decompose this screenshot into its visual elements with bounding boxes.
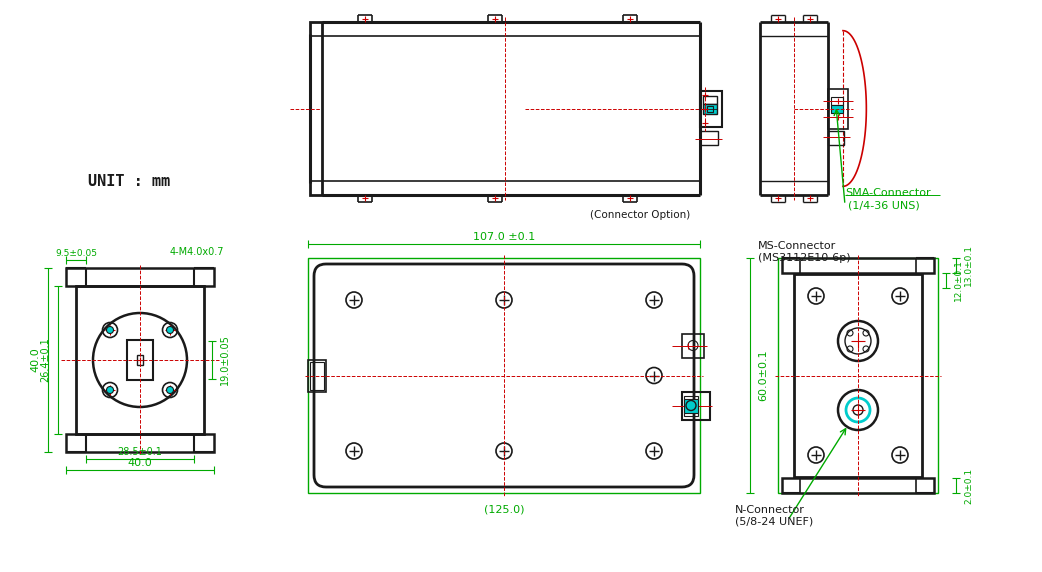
Text: 4-M4.0x0.7: 4-M4.0x0.7 [170,247,224,257]
Bar [308,258,700,493]
Bar [683,333,704,358]
Bar [778,258,938,493]
Bar [708,105,713,112]
Bar [782,478,934,493]
Bar [684,399,698,412]
Bar [311,362,324,390]
Bar [137,355,143,365]
Bar [703,104,717,113]
Bar [127,340,153,380]
Bar [66,434,214,452]
Bar [828,130,844,145]
Text: 60.0±0.1: 60.0±0.1 [758,349,768,402]
Text: 9.5±0.05: 9.5±0.05 [55,248,97,257]
Bar [703,104,717,113]
Text: MS-Connector: MS-Connector [758,241,837,251]
Text: (1/4-36 UNS): (1/4-36 UNS) [848,201,920,211]
Bar [66,268,214,286]
Text: 2.0±0.1: 2.0±0.1 [964,467,973,503]
Text: (MS3112E10-6p): (MS3112E10-6p) [758,253,850,263]
Bar [794,274,922,477]
Bar [828,89,848,129]
Bar [832,97,843,105]
Text: 28.5±0.1: 28.5±0.1 [118,447,163,457]
Text: 19.0±0.05: 19.0±0.05 [220,335,230,386]
Bar [684,395,698,415]
Text: (5/8-24 UNEF): (5/8-24 UNEF) [735,517,813,527]
Bar [782,258,934,273]
Bar [311,22,322,195]
Circle shape [106,387,114,394]
Text: 26.4±0.1: 26.4±0.1 [40,337,50,382]
Text: (Connector Option): (Connector Option) [590,210,690,220]
Text: 107.0 ±0.1: 107.0 ±0.1 [473,232,536,242]
Text: (125.0): (125.0) [483,504,524,514]
Bar [700,90,722,126]
Bar [832,105,843,113]
Bar [703,96,717,104]
Text: UNIT : mm: UNIT : mm [88,174,170,189]
Bar [700,130,718,145]
Bar [76,286,204,434]
Bar [832,105,843,113]
Text: 12.0±0.1: 12.0±0.1 [954,260,963,301]
Circle shape [167,327,174,333]
Text: SMA-Connector: SMA-Connector [845,188,931,198]
Text: N-Connector: N-Connector [735,505,804,515]
Bar [683,391,710,419]
Text: 40.0: 40.0 [30,348,40,372]
Circle shape [106,327,114,333]
Bar [308,359,326,391]
Circle shape [167,387,174,394]
Text: 40.0: 40.0 [127,458,152,468]
Text: 13.0±0.1: 13.0±0.1 [964,244,973,287]
Bar [684,399,698,412]
